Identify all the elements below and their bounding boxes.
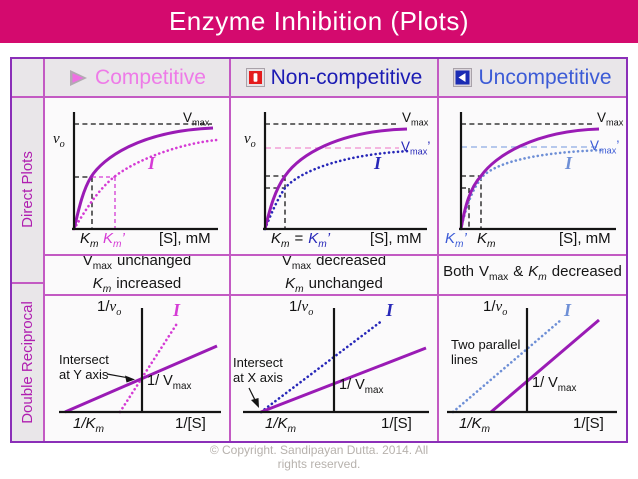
header-noncompetitive-label: Non-competitive [270, 65, 423, 89]
plots-table: Competitive Non-competitive Uncompetitiv… [10, 57, 628, 443]
inhibited-line [451, 318, 563, 414]
inhibited-line [118, 320, 180, 414]
inhibitor-label: I [173, 300, 181, 320]
page-title: Enzyme Inhibition (Plots) [168, 6, 470, 36]
inverse-v0-axis-label: 1/vo [289, 298, 314, 318]
km-label: Km [80, 230, 99, 250]
intersect-y-annotation: Intersect at Y axis [59, 352, 109, 382]
km-prime-label: Km’ [103, 230, 125, 250]
vmax-label: Vmax [402, 110, 429, 128]
summary-noncompetitive: Vmax decreased Km unchanged [281, 256, 387, 294]
inverse-substrate-label: 1/[S] [175, 415, 206, 432]
inverse-substrate-label: 1/[S] [381, 415, 412, 432]
grid-line [229, 59, 231, 441]
one-over-vmax-label: 1/ Vmax [147, 373, 192, 392]
header-row-background [12, 59, 626, 97]
inhibitor-label: I [565, 153, 573, 173]
row-label-double-reciprocal: Double Reciprocal [19, 301, 37, 424]
vmax-prime-label: Vmax’ [590, 138, 620, 156]
header-noncompetitive: Non-competitive [231, 59, 437, 96]
inhibitor-label: I [374, 153, 382, 173]
v0-axis-label: vo [53, 131, 65, 150]
vmax-label: Vmax [597, 110, 624, 128]
vmax-prime-label: Vmax’ [401, 139, 431, 157]
uninhibited-curve [72, 126, 214, 230]
summary-uncompetitive: Both Vmax & Km decreased [443, 263, 622, 284]
substrate-axis-label: [S], mM [559, 230, 611, 247]
inhibited-curve [263, 149, 413, 231]
plot-reciprocal-noncompetitive: 1/vo I 1/ Vmax Intersect at X axis 1/Km 1… [231, 296, 437, 441]
substrate-axis-label: [S], mM [370, 230, 422, 247]
substrate-axis-label: [S], mM [159, 230, 211, 247]
plot-reciprocal-uncompetitive: 1/vo I 1/ Vmax Two parallel lines 1/Km 1/… [439, 296, 626, 441]
uninhibited-curve [263, 127, 408, 230]
inverse-v0-axis-label: 1/vo [97, 298, 122, 318]
uninhibited-line [260, 346, 427, 414]
v0-axis-label: vo [244, 131, 256, 150]
plot-reciprocal-competitive-canvas [59, 308, 221, 414]
inhibited-curve [459, 148, 607, 231]
header-uncompetitive: Uncompetitive [439, 59, 626, 96]
plot-direct-noncompetitive-canvas [263, 112, 427, 231]
plot-direct-competitive-canvas [72, 112, 219, 231]
uninhibited-curve [459, 127, 600, 230]
inverse-v0-axis-label: 1/vo [483, 298, 508, 318]
grid-line [45, 294, 626, 296]
competitive-triangle-icon [70, 69, 88, 86]
title-banner: Enzyme Inhibition (Plots) [0, 0, 638, 43]
one-over-vmax-label: 1/ Vmax [339, 377, 384, 396]
header-competitive-label: Competitive [95, 65, 206, 89]
uncompetitive-left-arrow-icon [453, 68, 473, 87]
parallel-lines-annotation: Two parallel lines [451, 337, 521, 367]
row-label-direct-plots: Direct Plots [19, 151, 36, 228]
intersect-x-annotation: Intersect at X axis [233, 355, 283, 385]
grid-line [437, 59, 439, 441]
one-over-km-label: 1/Km [265, 415, 297, 435]
plot-direct-noncompetitive: Vmax Vmax’ vo I Km = Km’ [S], mM [231, 98, 437, 254]
one-over-km-label: 1/Km [459, 415, 491, 435]
plot-direct-uncompetitive: Vmax Vmax’ I Km’ Km [S], mM [439, 98, 626, 254]
vmax-label: Vmax [183, 110, 210, 128]
summary-competitive: Vmax unchanged Km increased [82, 256, 192, 294]
plot-direct-uncompetitive-canvas [459, 112, 616, 231]
uninhibited-line [490, 318, 600, 414]
inhibited-curve [72, 138, 219, 231]
inhibitor-label: I [148, 153, 156, 173]
header-uncompetitive-label: Uncompetitive [478, 65, 612, 89]
noncompetitive-stop-icon [245, 68, 265, 87]
inhibited-line [259, 318, 385, 414]
inverse-substrate-label: 1/[S] [573, 415, 604, 432]
inhibitor-label: I [386, 300, 394, 320]
header-competitive: Competitive [45, 59, 229, 96]
plot-reciprocal-uncompetitive-canvas [447, 308, 617, 414]
copyright-notice: © Copyright. Sandipayan Dutta. 2014. All… [209, 443, 429, 471]
grid-line [45, 254, 626, 256]
km-label: Km [477, 230, 496, 250]
grid-line [43, 59, 45, 441]
plot-reciprocal-noncompetitive-canvas [243, 308, 429, 414]
km-prime-label: Km’ [445, 230, 467, 250]
km-equals-km-prime-label: Km = Km’ [271, 230, 331, 250]
plot-direct-competitive: Vmax vo I Km Km’ [S], mM [45, 98, 229, 254]
row-label-column-background [12, 97, 44, 441]
one-over-km-label: 1/Km [73, 415, 105, 435]
plot-reciprocal-competitive: 1/vo I 1/ Vmax Intersect at Y axis 1/Km 1… [45, 296, 229, 441]
grid-line [12, 96, 626, 98]
one-over-vmax-label: 1/ Vmax [532, 375, 577, 394]
inhibitor-label: I [564, 300, 572, 320]
grid-line [12, 282, 44, 284]
